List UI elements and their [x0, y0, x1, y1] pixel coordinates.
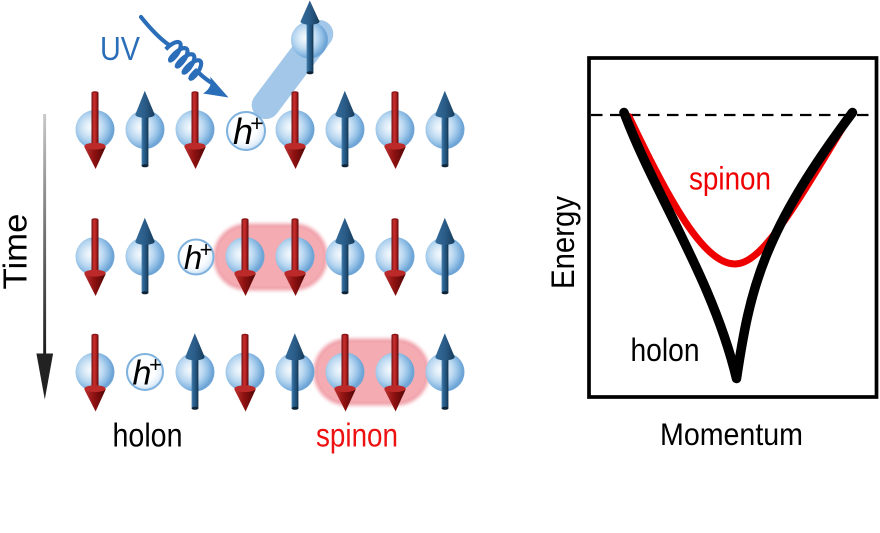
svg-text:holon: holon [113, 417, 183, 454]
svg-text:+: + [149, 352, 162, 377]
svg-text:spinon: spinon [689, 161, 771, 197]
svg-text:+: + [250, 110, 263, 136]
svg-text:h: h [233, 111, 253, 152]
svg-text:h: h [133, 355, 152, 393]
svg-text:h: h [184, 239, 202, 276]
svg-text:Momentum: Momentum [660, 416, 803, 452]
svg-text:Time: Time [0, 214, 35, 290]
svg-text:spinon: spinon [316, 417, 398, 454]
svg-text:+: + [200, 237, 213, 262]
svg-text:holon: holon [631, 332, 700, 368]
svg-text:UV: UV [100, 30, 140, 67]
svg-text:Energy: Energy [545, 196, 581, 289]
